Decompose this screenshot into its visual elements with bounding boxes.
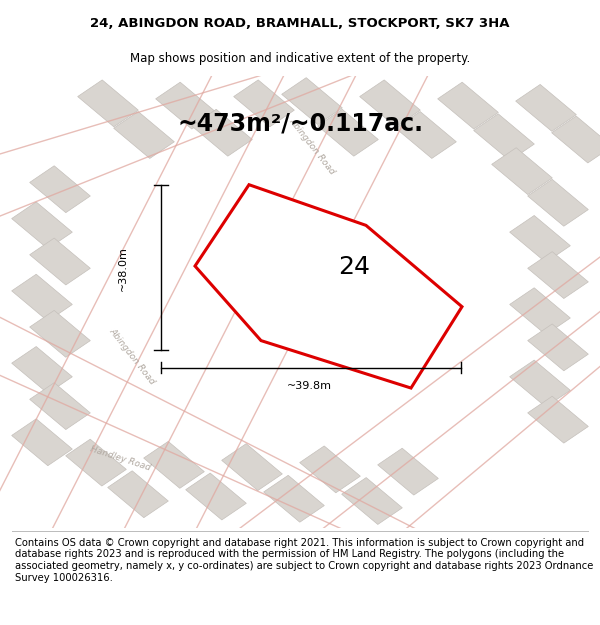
Polygon shape (11, 419, 73, 466)
Polygon shape (527, 324, 589, 371)
Text: Abingdon Road: Abingdon Road (287, 116, 337, 176)
Text: Map shows position and indicative extent of the property.: Map shows position and indicative extent… (130, 52, 470, 65)
Polygon shape (29, 382, 91, 429)
Polygon shape (527, 396, 589, 443)
Polygon shape (221, 444, 283, 491)
Polygon shape (29, 166, 91, 212)
Polygon shape (509, 216, 571, 262)
Text: ~473m²/~0.117ac.: ~473m²/~0.117ac. (177, 112, 423, 136)
Polygon shape (233, 80, 295, 127)
Polygon shape (527, 252, 589, 299)
Polygon shape (65, 439, 127, 486)
Polygon shape (509, 288, 571, 334)
Polygon shape (29, 311, 91, 358)
Polygon shape (359, 80, 421, 127)
Polygon shape (341, 478, 403, 524)
Polygon shape (473, 114, 535, 161)
Polygon shape (509, 360, 571, 407)
Polygon shape (155, 82, 217, 129)
Polygon shape (11, 202, 73, 249)
Polygon shape (527, 179, 589, 226)
Text: Abingdon Road: Abingdon Road (107, 326, 157, 386)
Polygon shape (29, 238, 91, 285)
Polygon shape (113, 112, 175, 158)
Polygon shape (195, 185, 462, 388)
Polygon shape (77, 80, 139, 127)
Polygon shape (395, 112, 457, 158)
Polygon shape (11, 274, 73, 321)
Text: Handley Road: Handley Road (89, 444, 151, 472)
Text: 24, ABINGDON ROAD, BRAMHALL, STOCKPORT, SK7 3HA: 24, ABINGDON ROAD, BRAMHALL, STOCKPORT, … (90, 17, 510, 30)
Polygon shape (107, 471, 169, 518)
Polygon shape (515, 84, 577, 131)
Text: ~38.0m: ~38.0m (118, 246, 128, 291)
Text: 24: 24 (338, 255, 370, 279)
Polygon shape (185, 473, 247, 520)
Polygon shape (491, 148, 553, 194)
Text: Contains OS data © Crown copyright and database right 2021. This information is : Contains OS data © Crown copyright and d… (15, 538, 593, 582)
Polygon shape (263, 476, 325, 522)
Polygon shape (143, 441, 205, 488)
Polygon shape (11, 346, 73, 393)
Polygon shape (317, 109, 379, 156)
Polygon shape (437, 82, 499, 129)
Polygon shape (281, 78, 343, 124)
Polygon shape (551, 116, 600, 163)
Text: ~39.8m: ~39.8m (287, 381, 331, 391)
Polygon shape (299, 446, 361, 493)
Polygon shape (191, 109, 253, 156)
Polygon shape (377, 448, 439, 495)
